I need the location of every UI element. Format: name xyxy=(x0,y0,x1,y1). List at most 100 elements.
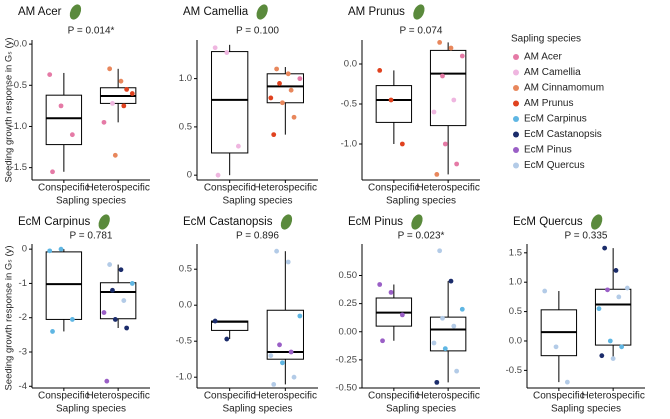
data-point xyxy=(388,289,394,295)
y-tick-label: 0.5 xyxy=(179,264,192,275)
y-tick-label: -0.25 xyxy=(335,354,357,365)
panel-title: AM Acer xyxy=(18,6,62,18)
leaf-icon xyxy=(69,4,82,20)
x-tick-label: Conspecific xyxy=(368,183,420,194)
panel-title: AM Prunus xyxy=(348,6,405,18)
legend-label: AM Camellia xyxy=(524,67,581,78)
data-point xyxy=(605,287,610,293)
data-point xyxy=(69,132,75,138)
legend-label: EcM Pinus xyxy=(524,145,572,156)
data-point xyxy=(50,329,55,334)
legend-label: AM Cinnamomum xyxy=(524,83,604,94)
box xyxy=(429,316,467,352)
x-tick-label: Conspecific xyxy=(38,183,90,194)
data-point xyxy=(437,248,443,254)
x-axis-label: Sapling species xyxy=(56,196,126,207)
data-point xyxy=(624,285,630,291)
data-point xyxy=(215,172,221,178)
panel-title: EcM Quercus xyxy=(513,216,583,228)
data-point xyxy=(124,87,130,92)
y-tick-label: -4 xyxy=(19,381,27,392)
legend-swatch xyxy=(513,85,519,91)
data-point xyxy=(212,318,218,324)
x-tick-label: Conspecific xyxy=(204,391,256,402)
y-tick-label: -1.5 xyxy=(11,162,27,173)
data-point xyxy=(542,288,548,294)
data-point xyxy=(434,172,440,177)
data-point xyxy=(610,356,616,362)
x-tick-label: Heterospecific xyxy=(581,391,644,402)
data-point xyxy=(459,53,465,59)
legend-swatch xyxy=(513,147,519,153)
data-point xyxy=(448,278,454,284)
data-point xyxy=(271,132,277,138)
data-point xyxy=(101,119,107,125)
data-point xyxy=(110,287,115,293)
data-point xyxy=(399,141,405,147)
box xyxy=(45,94,83,146)
legend-swatch xyxy=(513,162,519,169)
box xyxy=(99,282,137,320)
data-point xyxy=(235,143,241,149)
legend-title: Sapling species xyxy=(511,34,581,45)
data-point xyxy=(107,66,113,72)
x-axis-label: Sapling species xyxy=(56,404,126,415)
x-axis-label: Sapling species xyxy=(386,404,456,415)
legend-swatch xyxy=(513,131,519,138)
data-point xyxy=(607,338,613,344)
data-point xyxy=(399,312,405,318)
x-tick-label: Conspecific xyxy=(204,183,256,194)
y-tick-label: 0.50 xyxy=(339,270,358,281)
data-point xyxy=(112,152,118,158)
legend-swatch xyxy=(513,69,519,76)
x-tick-label: Heterospecific xyxy=(86,391,149,402)
data-point xyxy=(613,268,619,273)
legend-swatch xyxy=(513,116,519,122)
y-tick-label: -1.0 xyxy=(176,372,192,383)
data-point xyxy=(285,71,291,77)
data-point xyxy=(297,76,303,82)
box xyxy=(211,51,249,154)
y-tick-label: 0.00 xyxy=(339,326,358,337)
data-point xyxy=(124,325,130,331)
data-point xyxy=(121,103,127,109)
data-point xyxy=(599,353,605,359)
x-tick-label: Heterospecific xyxy=(254,391,317,402)
box xyxy=(594,288,632,346)
data-point xyxy=(388,97,394,103)
leaf-icon xyxy=(411,214,423,230)
y-tick-label: 1.0 xyxy=(509,277,522,288)
data-point xyxy=(564,379,570,385)
data-point xyxy=(110,101,115,106)
legend-label: EcM Quercus xyxy=(524,160,585,171)
x-tick-label: Conspecific xyxy=(368,391,420,402)
y-tick-label: 0.0 xyxy=(14,39,27,50)
data-point xyxy=(50,169,55,175)
y-tick-label: 1.0 xyxy=(179,73,192,84)
data-point xyxy=(268,95,274,101)
leaf-icon xyxy=(280,214,293,230)
legend-label: AM Acer xyxy=(524,52,562,63)
y-tick-label: -0.5 xyxy=(176,336,192,347)
x-axis-label: Sapling species xyxy=(222,196,292,207)
data-point xyxy=(280,360,285,366)
y-tick-label: 0.0 xyxy=(509,335,522,346)
data-point xyxy=(616,294,622,300)
data-point xyxy=(459,306,465,312)
y-axis-label: Seeding growth response in Gₛ (y) xyxy=(4,245,15,390)
data-point xyxy=(268,353,274,358)
panel-title: EcM Carpinus xyxy=(18,216,90,228)
y-tick-label: 0.5 xyxy=(509,306,522,317)
panel-title: EcM Castanopsis xyxy=(183,216,273,228)
x-tick-label: Heterospecific xyxy=(416,391,479,402)
x-tick-label: Heterospecific xyxy=(254,183,317,194)
data-point xyxy=(280,100,285,106)
data-point xyxy=(431,340,437,346)
data-point xyxy=(377,282,383,287)
y-tick-label: -3 xyxy=(19,347,27,358)
data-point xyxy=(434,379,440,385)
data-point xyxy=(129,91,135,96)
data-point xyxy=(619,344,625,350)
data-point xyxy=(377,68,383,73)
